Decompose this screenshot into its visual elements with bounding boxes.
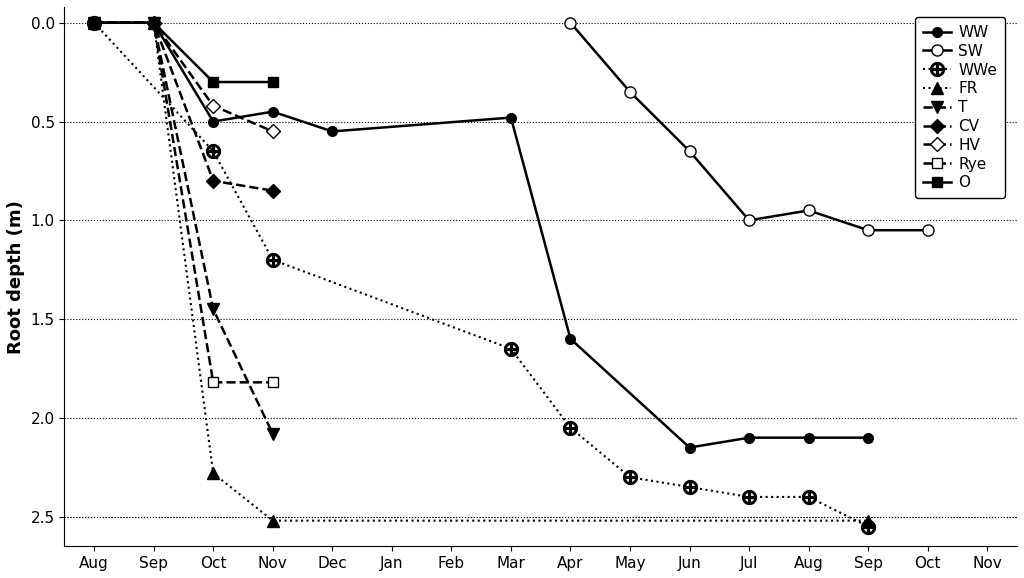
WW (505, 114, 517, 121)
HV (266, 128, 279, 135)
HV (147, 19, 160, 26)
SW (743, 217, 756, 224)
Line: T: T (88, 17, 279, 439)
Line: SW: SW (565, 17, 933, 236)
SW (683, 148, 695, 155)
WWe (743, 494, 756, 501)
FR (147, 19, 160, 26)
WWe (266, 257, 279, 264)
Legend: WW, SW, WWe, FR, T, CV, HV, Rye, O: WW, SW, WWe, FR, T, CV, HV, Rye, O (915, 17, 1005, 198)
SW (624, 88, 636, 95)
O (88, 19, 100, 26)
WWe (624, 474, 636, 481)
Line: FR: FR (88, 17, 873, 526)
Line: HV: HV (89, 18, 278, 136)
FR (266, 517, 279, 524)
Line: WWe: WWe (87, 16, 876, 533)
WW (862, 434, 874, 441)
SW (564, 19, 577, 26)
WWe (862, 523, 874, 530)
WW (88, 19, 100, 26)
FR (88, 19, 100, 26)
Rye (266, 379, 279, 386)
WWe (88, 19, 100, 26)
HV (88, 19, 100, 26)
Rye (88, 19, 100, 26)
CV (266, 187, 279, 194)
T (147, 19, 160, 26)
CV (207, 177, 219, 184)
WWe (505, 345, 517, 352)
Line: WW: WW (89, 18, 873, 453)
O (147, 19, 160, 26)
Rye (207, 379, 219, 386)
WW (327, 128, 339, 135)
FR (862, 517, 874, 524)
Y-axis label: Root depth (m): Root depth (m) (7, 200, 25, 354)
SW (922, 227, 934, 234)
WW (207, 118, 219, 125)
WW (803, 434, 815, 441)
Rye (147, 19, 160, 26)
T (207, 306, 219, 313)
Line: Rye: Rye (89, 18, 278, 387)
CV (88, 19, 100, 26)
O (266, 79, 279, 86)
Line: CV: CV (89, 18, 278, 195)
WWe (564, 424, 577, 431)
WWe (803, 494, 815, 501)
WW (683, 444, 695, 451)
WWe (207, 148, 219, 155)
WW (743, 434, 756, 441)
CV (147, 19, 160, 26)
WW (266, 108, 279, 115)
WWe (683, 484, 695, 491)
T (88, 19, 100, 26)
FR (207, 470, 219, 477)
Line: O: O (89, 18, 278, 87)
SW (803, 207, 815, 214)
WW (147, 19, 160, 26)
SW (862, 227, 874, 234)
WW (564, 335, 577, 342)
O (207, 79, 219, 86)
T (266, 430, 279, 437)
HV (207, 102, 219, 109)
